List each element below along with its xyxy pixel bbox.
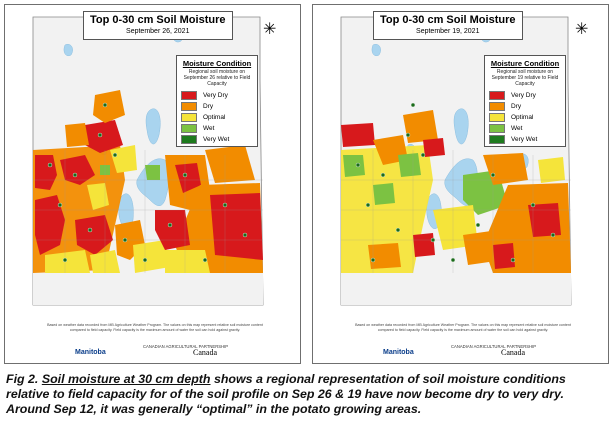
weather-stations — [355, 102, 556, 263]
map-date: September 19, 2021 — [416, 28, 480, 35]
legend-description: Regional soil moisture on September 19 r… — [491, 69, 559, 87]
map-canvas — [340, 16, 572, 306]
legend-item: Dry — [181, 101, 253, 112]
legend-swatch — [489, 91, 505, 100]
figure-caption: Fig 2. Soil moisture at 30 cm depth show… — [6, 372, 607, 417]
map-fine-print: Based on weather data recorded from MB A… — [355, 323, 571, 332]
partnership-logo: CANADIAN AGRICULTURAL PARTNERSHIP — [451, 344, 537, 349]
legend-swatch — [181, 91, 197, 100]
legend-item: Very Wet — [489, 134, 561, 145]
legend-item: Very Wet — [181, 134, 253, 145]
canada-wordmark: Canada — [193, 348, 217, 357]
map-title: Top 0-30 cm Soil Moisture — [90, 14, 226, 26]
canada-wordmark: Canada — [501, 348, 525, 357]
map-legend: Moisture Condition Regional soil moistur… — [176, 55, 258, 147]
legend-swatch — [489, 102, 505, 111]
legend-swatch — [181, 102, 197, 111]
caption-fig-label: Fig 2. — [6, 372, 39, 386]
legend-label: Optimal — [203, 114, 226, 121]
north-arrow-icon: ✳ — [263, 21, 277, 38]
caption-underlined-phrase: Soil moisture at 30 cm depth — [41, 372, 211, 386]
north-arrow-icon: ✳ — [575, 21, 589, 38]
manitoba-logo: Manitoba — [75, 349, 106, 356]
legend-label: Wet — [511, 125, 523, 132]
legend-heading: Moisture Condition — [182, 59, 252, 68]
legend-label: Very Wet — [511, 136, 538, 143]
legend-label: Very Wet — [203, 136, 230, 143]
map-title-box: Top 0-30 cm Soil Moisture September 26, … — [83, 11, 233, 40]
manitoba-logo: Manitoba — [383, 349, 414, 356]
legend-label: Dry — [511, 103, 522, 110]
caption-body: shows a regional representation of soil … — [6, 372, 566, 416]
legend-item: Optimal — [181, 112, 253, 123]
legend-item: Wet — [181, 123, 253, 134]
map-fine-print: Based on weather data recorded from MB A… — [47, 323, 263, 332]
legend-item: Wet — [489, 123, 561, 134]
legend-label: Very Dry — [511, 92, 536, 99]
map-date: September 26, 2021 — [126, 28, 190, 35]
legend-swatch — [489, 124, 505, 133]
map-title: Top 0-30 cm Soil Moisture — [380, 14, 516, 26]
map-title-box: Top 0-30 cm Soil Moisture September 19, … — [373, 11, 523, 40]
legend-label: Wet — [203, 125, 215, 132]
legend-description: Regional soil moisture on September 26 r… — [183, 69, 251, 87]
soil-moisture-map-sep26: Top 0-30 cm Soil Moisture September 26, … — [4, 4, 301, 364]
partnership-logo: CANADIAN AGRICULTURAL PARTNERSHIP — [143, 344, 229, 349]
municipal-boundaries — [33, 150, 263, 305]
legend-item: Dry — [489, 101, 561, 112]
legend-swatch — [181, 124, 197, 133]
soil-moisture-map-sep19: Top 0-30 cm Soil Moisture September 19, … — [312, 4, 609, 364]
legend-label: Optimal — [511, 114, 534, 121]
legend-item: Very Dry — [489, 90, 561, 101]
legend-item: Very Dry — [181, 90, 253, 101]
legend-label: Dry — [203, 103, 214, 110]
legend-swatch — [489, 135, 505, 144]
logo-strip: Manitoba CANADIAN AGRICULTURAL PARTNERSH… — [383, 341, 563, 361]
municipal-boundaries — [341, 150, 571, 305]
legend-swatch — [489, 113, 505, 122]
legend-label: Very Dry — [203, 92, 228, 99]
legend-swatch — [181, 135, 197, 144]
weather-stations — [47, 102, 248, 263]
legend-item: Optimal — [489, 112, 561, 123]
logo-strip: Manitoba CANADIAN AGRICULTURAL PARTNERSH… — [75, 341, 255, 361]
map-legend: Moisture Condition Regional soil moistur… — [484, 55, 566, 147]
moisture-regions — [341, 110, 571, 273]
legend-heading: Moisture Condition — [490, 59, 560, 68]
legend-swatch — [181, 113, 197, 122]
